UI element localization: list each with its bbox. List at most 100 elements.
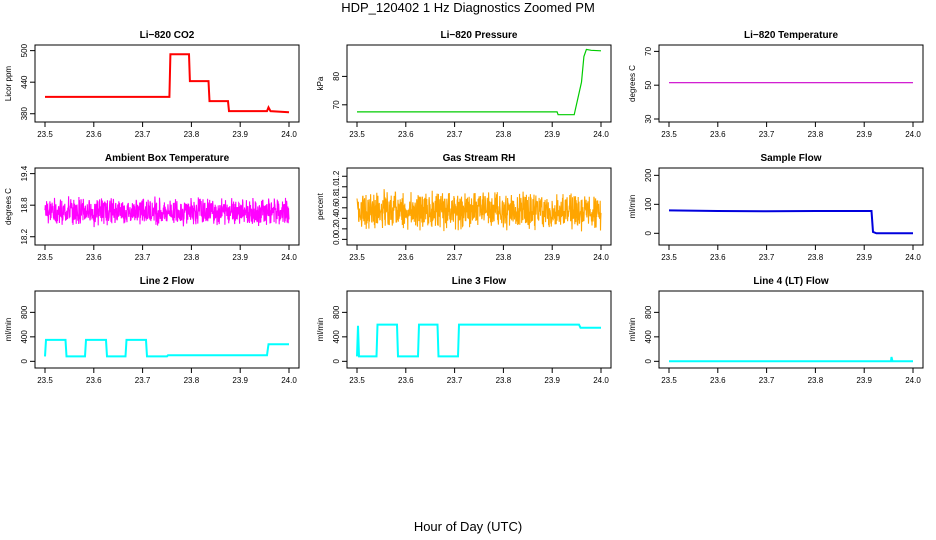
x-tick-label: 23.9 bbox=[544, 253, 560, 262]
y-axis-label: degrees C bbox=[4, 188, 13, 225]
plot-title: Li−820 CO2 bbox=[140, 30, 195, 41]
y-tick-label: 30 bbox=[644, 114, 653, 123]
plot-title: Sample Flow bbox=[760, 153, 821, 164]
y-tick-label: 1.0 bbox=[332, 181, 341, 193]
y-axis-label: ml/min bbox=[4, 318, 13, 342]
y-tick-label: 800 bbox=[20, 305, 29, 319]
x-tick-label: 24.0 bbox=[281, 376, 297, 385]
x-tick-label: 23.8 bbox=[808, 253, 824, 262]
x-tick-label: 24.0 bbox=[593, 376, 609, 385]
plot-title: Li−820 Temperature bbox=[744, 30, 838, 41]
x-tick-label: 23.7 bbox=[135, 376, 151, 385]
x-tick-label: 23.6 bbox=[398, 253, 414, 262]
x-tick-label: 23.5 bbox=[349, 376, 365, 385]
y-tick-label: 50 bbox=[644, 80, 653, 89]
y-tick-label: 1.2 bbox=[332, 170, 341, 182]
plot-title: Line 2 Flow bbox=[140, 276, 195, 287]
x-tick-label: 23.7 bbox=[447, 376, 463, 385]
x-tick-label: 23.5 bbox=[661, 376, 677, 385]
plot-frame bbox=[34, 44, 300, 123]
x-tick-label: 23.8 bbox=[184, 376, 200, 385]
x-tick-label: 23.8 bbox=[184, 130, 200, 139]
plot-frame bbox=[658, 167, 924, 246]
plot-frame bbox=[658, 290, 924, 369]
y-tick-label: 200 bbox=[644, 168, 653, 182]
y-tick-label: 0.2 bbox=[332, 223, 341, 235]
x-tick-label: 23.6 bbox=[398, 376, 414, 385]
y-tick-label: 80 bbox=[332, 71, 341, 80]
x-tick-label: 23.7 bbox=[447, 130, 463, 139]
y-tick-label: 400 bbox=[644, 330, 653, 344]
y-tick-label: 19.4 bbox=[20, 165, 29, 181]
plot-title: Line 3 Flow bbox=[452, 276, 507, 287]
y-axis-label: kPa bbox=[316, 76, 325, 90]
x-tick-label: 23.6 bbox=[86, 376, 102, 385]
y-tick-label: 400 bbox=[20, 330, 29, 344]
y-tick-label: 0 bbox=[20, 359, 29, 364]
y-tick-label: 0.8 bbox=[332, 191, 341, 203]
x-tick-label: 24.0 bbox=[593, 253, 609, 262]
y-tick-label: 18.8 bbox=[20, 197, 29, 213]
y-tick-label: 0.6 bbox=[332, 202, 341, 214]
x-tick-label: 23.7 bbox=[447, 253, 463, 262]
series-line bbox=[44, 338, 289, 358]
plot-title: Ambient Box Temperature bbox=[105, 153, 230, 164]
x-tick-label: 24.0 bbox=[905, 130, 921, 139]
x-tick-label: 23.9 bbox=[856, 130, 872, 139]
plot-title: Li−820 Pressure bbox=[441, 30, 518, 41]
y-tick-label: 380 bbox=[20, 107, 29, 121]
series-line bbox=[668, 209, 913, 235]
x-tick-label: 23.9 bbox=[544, 130, 560, 139]
y-tick-label: 800 bbox=[644, 305, 653, 319]
y-tick-label: 70 bbox=[332, 100, 341, 109]
x-tick-label: 23.7 bbox=[135, 253, 151, 262]
plot-frame bbox=[34, 290, 300, 369]
x-tick-label: 23.7 bbox=[759, 376, 775, 385]
x-tick-label: 23.6 bbox=[86, 130, 102, 139]
x-tick-label: 23.8 bbox=[808, 130, 824, 139]
y-tick-label: 0 bbox=[644, 231, 653, 236]
y-tick-label: 800 bbox=[332, 305, 341, 319]
x-tick-label: 23.9 bbox=[544, 376, 560, 385]
x-tick-label: 23.5 bbox=[349, 253, 365, 262]
plot-title: Line 4 (LT) Flow bbox=[753, 276, 829, 287]
x-tick-label: 23.5 bbox=[37, 253, 53, 262]
x-tick-label: 23.8 bbox=[496, 253, 512, 262]
plot-frame bbox=[346, 290, 612, 369]
y-tick-label: 0.0 bbox=[332, 233, 341, 245]
x-tick-label: 23.9 bbox=[856, 253, 872, 262]
x-tick-label: 24.0 bbox=[281, 130, 297, 139]
y-tick-label: 18.2 bbox=[20, 228, 29, 244]
x-tick-label: 23.6 bbox=[710, 376, 726, 385]
series-line bbox=[356, 323, 601, 358]
plot-frame bbox=[34, 167, 300, 246]
x-tick-label: 23.9 bbox=[232, 376, 248, 385]
x-tick-label: 23.5 bbox=[349, 130, 365, 139]
x-tick-label: 23.7 bbox=[759, 253, 775, 262]
x-tick-label: 23.8 bbox=[808, 376, 824, 385]
x-tick-label: 23.5 bbox=[37, 376, 53, 385]
y-tick-label: 70 bbox=[644, 46, 653, 55]
y-tick-label: 440 bbox=[20, 75, 29, 89]
x-tick-label: 24.0 bbox=[905, 253, 921, 262]
y-tick-label: 0 bbox=[332, 359, 341, 364]
x-tick-label: 23.8 bbox=[496, 130, 512, 139]
x-tick-label: 24.0 bbox=[905, 376, 921, 385]
x-tick-label: 23.8 bbox=[184, 253, 200, 262]
y-tick-label: 0.4 bbox=[332, 212, 341, 224]
x-tick-label: 23.6 bbox=[710, 253, 726, 262]
x-tick-label: 23.9 bbox=[232, 130, 248, 139]
y-axis-label: ml/min bbox=[628, 318, 637, 342]
y-axis-label: ml/min bbox=[316, 318, 325, 342]
plot-frame bbox=[658, 44, 924, 123]
plot-frame bbox=[346, 44, 612, 123]
y-axis-label: degrees C bbox=[628, 65, 637, 102]
x-tick-label: 23.6 bbox=[398, 130, 414, 139]
x-axis-title: Hour of Day (UTC) bbox=[413, 519, 523, 534]
y-axis-label: percent bbox=[316, 192, 325, 219]
x-tick-label: 23.5 bbox=[661, 253, 677, 262]
x-tick-label: 23.6 bbox=[86, 253, 102, 262]
y-axis-label: Licor ppm bbox=[4, 66, 13, 101]
plot-title: Gas Stream RH bbox=[443, 153, 516, 164]
